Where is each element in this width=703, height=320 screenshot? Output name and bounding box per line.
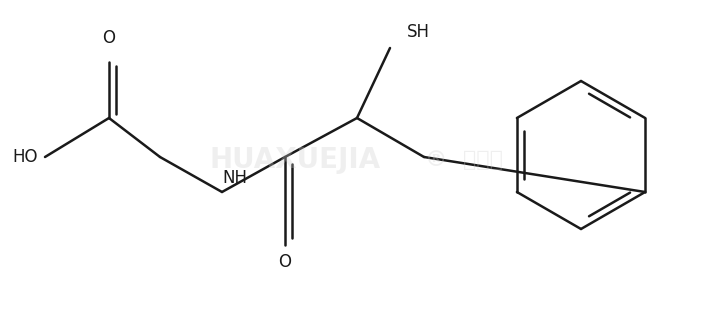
Text: HUAXUEJIA: HUAXUEJIA: [209, 146, 381, 174]
Text: O: O: [278, 253, 292, 271]
Text: SH: SH: [406, 23, 430, 41]
Text: O: O: [103, 29, 115, 47]
Text: NH: NH: [223, 169, 247, 187]
Text: HO: HO: [13, 148, 38, 166]
Text: ®  化学加: ® 化学加: [425, 150, 503, 170]
